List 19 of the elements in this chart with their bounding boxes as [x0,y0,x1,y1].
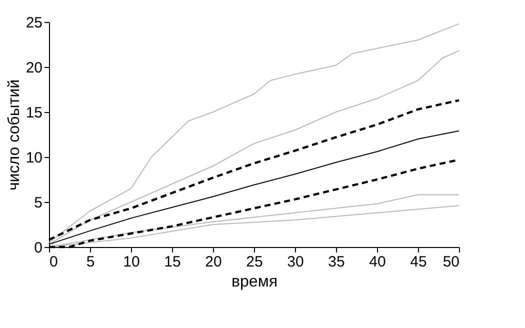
y-tick-label: 5 [34,194,42,212]
y-tick-label: 10 [26,150,42,166]
y-tick-label: 20 [26,60,42,76]
x-tick-label: 5 [86,254,95,270]
y-tick-label: 15 [26,104,42,122]
y-tick-label: 0 [34,240,42,256]
x-tick-label: 25 [246,254,263,270]
y-tick-label: 25 [26,14,42,32]
x-tick-label: 30 [287,254,304,270]
x-tick-label: 15 [164,254,181,270]
x-axis-title: время [232,274,278,290]
x-tick-label: 50 [442,254,460,270]
x-tick-label: 10 [123,254,140,270]
x-tick-label: 0 [50,254,58,270]
x-tick-label: 20 [205,254,222,270]
x-tick-label: 45 [410,254,427,270]
x-tick-label: 35 [328,254,345,270]
y-axis-title: число событий [6,79,23,191]
x-tick-label: 40 [369,254,386,270]
